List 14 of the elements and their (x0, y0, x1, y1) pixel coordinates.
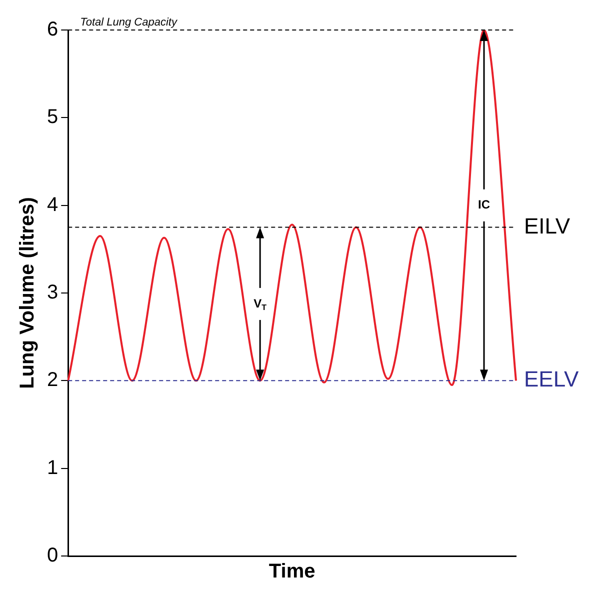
ref-line-label: EILV (524, 213, 570, 238)
y-tick-label: 5 (47, 106, 58, 128)
ref-line-label: EELV (524, 366, 579, 392)
y-tick-label: 0 (47, 544, 58, 567)
y-tick-label: 1 (47, 456, 58, 479)
y-tick-label: 3 (47, 282, 58, 304)
x-axis-title: Time (268, 560, 316, 583)
y-axis-title: Lung Volume (litres) (16, 197, 39, 389)
ref-line-label: Total Lung Capacity (80, 16, 178, 29)
line-series (67, 30, 517, 386)
y-tick-label: 2 (47, 369, 58, 392)
annotation: IC (478, 198, 490, 212)
y-tick-label: 6 (47, 18, 58, 41)
y-tick-label: 4 (47, 194, 58, 216)
